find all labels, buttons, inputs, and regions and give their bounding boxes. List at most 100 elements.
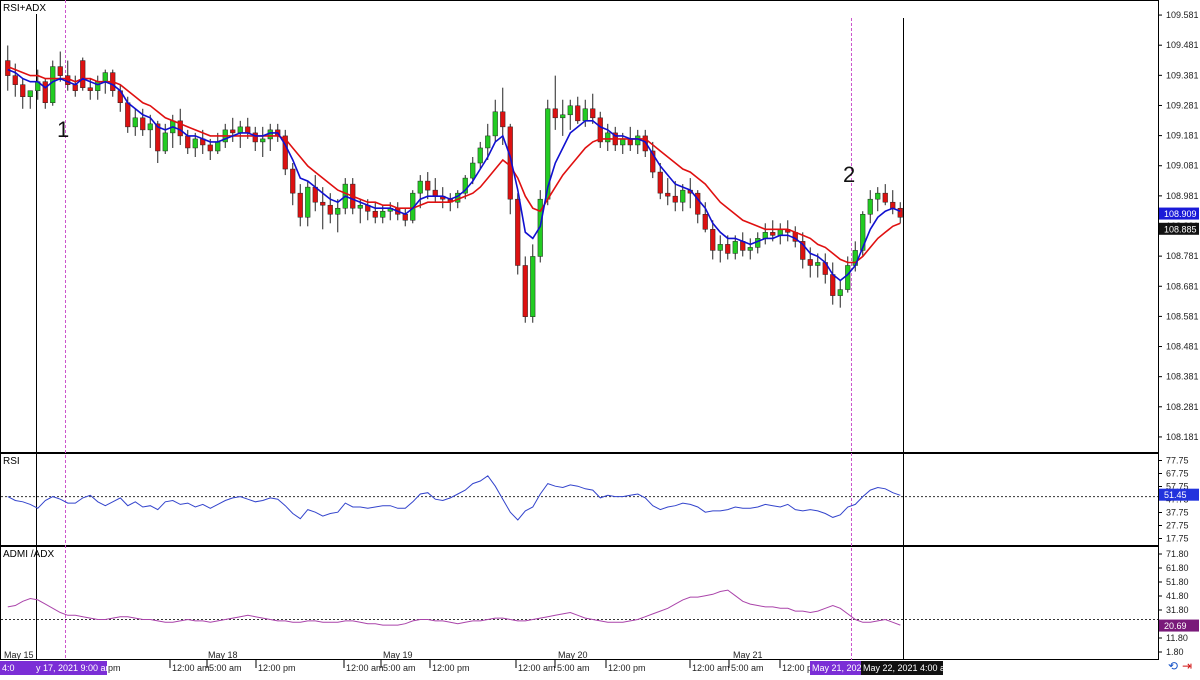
candle-body [432,189,438,197]
adx-y-tick-label: 51.80 [1166,577,1189,587]
annotation-2: 2 [843,162,855,187]
candle-body [507,126,513,200]
candle-body [777,229,783,236]
price-current-2-label: 108.909 [1164,209,1197,219]
rsi-y-tick-label: 57.75 [1166,482,1189,492]
candle-body [635,135,641,146]
candle-body [530,256,536,317]
candle-body [462,177,468,194]
sync-icon[interactable]: ⟲ [1167,659,1178,673]
x-cursor-label-1: y 17, 2021 9:00 am [36,663,113,673]
price-y-tick-label: 109.381 [1166,70,1199,80]
price-y-tick-label: 109.581 [1166,10,1199,20]
candle-body [665,192,671,197]
x-time-label: 12:00 am [692,663,730,673]
price-y-tick-label: 108.381 [1166,372,1199,382]
candle-body [597,117,603,143]
candle-body [770,232,776,236]
candle-body [807,259,813,266]
adx-panel-frame [0,546,1159,660]
candle-body [590,108,596,119]
candle-body [192,138,198,149]
candle-body [207,144,213,152]
x-time-label: 12:00 pm [608,663,646,673]
candle-body [372,210,378,218]
candle-body [50,66,56,104]
adx-y-tick-label: 11.80 [1166,633,1188,643]
candle-body [762,232,768,239]
candle-body [335,207,341,215]
rsi-y-tick-label: 17.75 [1166,534,1189,544]
adx-y-tick-label: 41.80 [1166,591,1189,601]
price-y-tick-label: 108.781 [1166,251,1199,261]
candle-body [732,241,738,254]
price-y-tick-label: 109.081 [1166,161,1199,171]
candle-body [717,244,723,251]
candle-body [710,229,716,251]
candle-body [185,135,191,149]
candle-body [162,132,168,152]
x-date-label: May 21 [733,650,763,660]
x-date-label: May 20 [558,650,588,660]
x-cursor-label-2: May 21, 2021 [812,663,867,673]
price-y-tick-label: 108.581 [1166,311,1199,321]
candle-body [575,105,581,122]
arrow-right-icon[interactable]: ⇥ [1181,659,1192,673]
adx-y-tick-label: 1.80 [1166,647,1184,657]
price-panel-title: RSI+ADX [3,3,46,14]
candle-body [657,171,663,194]
candle-body [890,201,896,209]
adx-line [7,589,901,626]
ma-fast-line [7,68,901,282]
adx-panel-title: ADMI /ADX [3,549,54,560]
price-y-tick-label: 108.681 [1166,281,1199,291]
x-date-label: May 15 [4,650,34,660]
candle-body [42,81,48,104]
ma-slow-line [7,65,901,264]
candle-body [552,108,558,119]
x-time-label: 5:00 am [383,663,416,673]
adx-y-tick-label: 71.80 [1166,549,1189,559]
price-current-box [1159,222,1199,235]
candle-body [695,192,701,215]
x-time-label: 12:00 am [518,663,556,673]
price-y-tick-label: 109.181 [1166,131,1199,141]
candle-body [500,111,506,128]
x-time-label: 12:00 pm [258,663,296,673]
x-time-label: 12:00 am [346,663,384,673]
x-left-edge-box [0,661,34,675]
candle-body [72,84,78,91]
candle-body [620,138,626,146]
candle-body [882,192,888,203]
candle-body [582,108,588,122]
annotation-1: 1 [57,117,69,142]
candle-body [260,138,266,143]
candle-body [230,129,236,134]
candle-body [702,213,708,230]
candle-body [567,105,573,116]
candle-body [27,90,33,97]
candle-body [320,201,326,206]
candle-body [80,60,86,88]
x-cursor-box-3 [861,661,943,675]
price-y-tick-label: 109.481 [1166,40,1199,50]
candle-body [477,147,483,164]
x-time-label: 5:00 am [557,663,590,673]
candle-body [627,138,633,146]
candle-body [147,123,153,131]
candle-body [245,126,251,134]
price-y-tick-label: 108.281 [1166,402,1199,412]
adx-current-box [1159,619,1199,632]
candle-body [237,126,243,134]
candle-body [605,132,611,143]
candle-body [747,247,753,251]
rsi-current-box [1159,488,1199,501]
candle-body [402,213,408,221]
candle-body [290,168,296,194]
candle-body [425,180,431,191]
candle-body [12,75,18,85]
price-panel-frame [0,0,1159,453]
candle-body [470,162,476,179]
candle-body [125,102,131,128]
